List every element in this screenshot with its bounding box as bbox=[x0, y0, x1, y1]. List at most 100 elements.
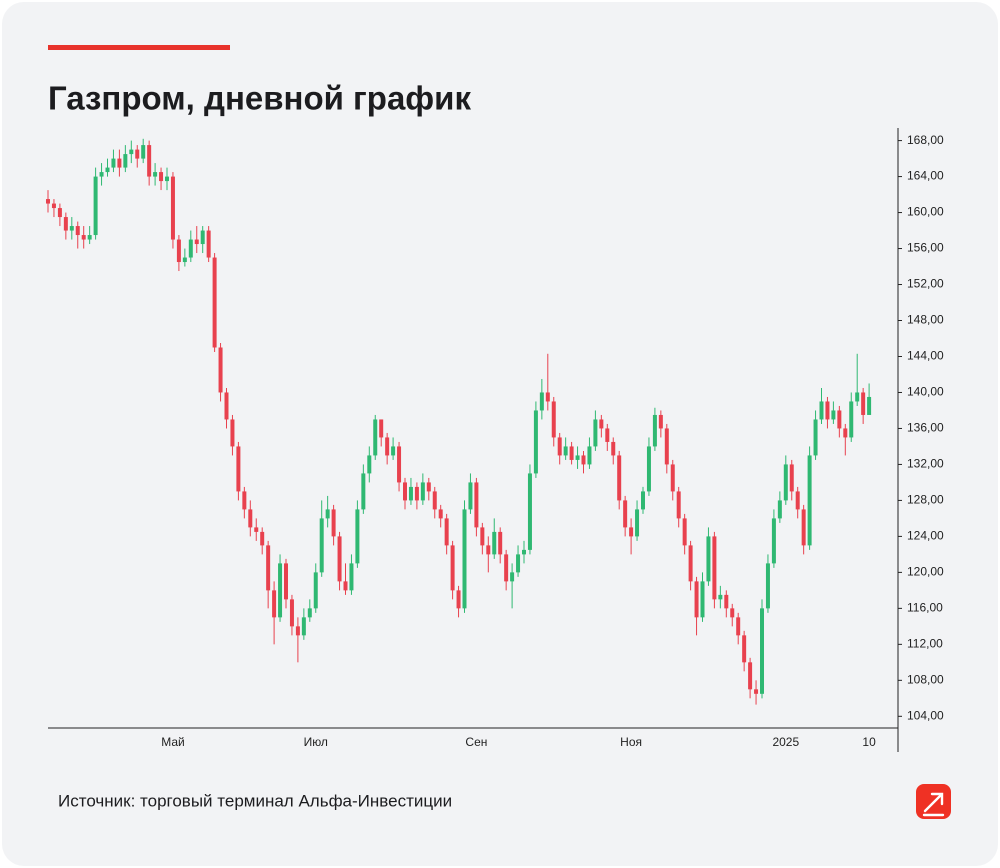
candle-body bbox=[75, 226, 80, 236]
y-tick-label: 128,00 bbox=[907, 493, 944, 507]
candle-body bbox=[551, 401, 556, 438]
candle-body bbox=[783, 464, 788, 501]
candle-body bbox=[789, 464, 794, 492]
candle-body bbox=[462, 509, 467, 609]
candle-body bbox=[712, 536, 717, 600]
candle-body bbox=[81, 235, 86, 240]
source: Источник: торговый терминал Альфа-Инвест… bbox=[58, 791, 452, 810]
candle-body bbox=[742, 635, 747, 663]
candle-body bbox=[93, 176, 98, 236]
candle-body bbox=[527, 473, 532, 550]
candle-body bbox=[569, 446, 574, 460]
candle-body bbox=[147, 145, 152, 177]
candle-body bbox=[391, 446, 396, 456]
candle-body bbox=[611, 441, 616, 456]
y-tick-label: 112,00 bbox=[907, 637, 943, 651]
candle-body bbox=[373, 419, 378, 456]
candle-body bbox=[855, 392, 860, 402]
accent-bar bbox=[48, 45, 230, 50]
candle-body bbox=[230, 419, 235, 447]
candle-body bbox=[688, 545, 693, 582]
candle-body bbox=[593, 419, 598, 447]
candle-body bbox=[837, 410, 842, 429]
candle-body bbox=[563, 446, 568, 456]
candle-body bbox=[599, 419, 604, 429]
candle-body bbox=[736, 617, 741, 636]
candle-body bbox=[331, 509, 336, 537]
y-tick-label: 148,00 bbox=[907, 313, 944, 327]
candle-body bbox=[367, 455, 372, 474]
candle-body bbox=[87, 235, 92, 240]
candle-body bbox=[694, 581, 699, 618]
y-tick-label: 108,00 bbox=[907, 672, 944, 686]
candle-body bbox=[676, 491, 681, 519]
candle-body bbox=[51, 203, 56, 209]
candle-body bbox=[771, 518, 776, 564]
candle-body bbox=[652, 414, 657, 447]
candle-body bbox=[807, 455, 812, 546]
candle-body bbox=[414, 486, 419, 501]
candle-body bbox=[63, 217, 68, 231]
candle-body bbox=[153, 172, 158, 177]
candle-body bbox=[658, 414, 663, 429]
candle-body bbox=[426, 482, 431, 492]
candle-body bbox=[730, 608, 735, 618]
candle-body bbox=[575, 455, 580, 460]
candle-body bbox=[444, 518, 449, 546]
candle-body bbox=[617, 455, 622, 501]
candle-body bbox=[420, 482, 425, 501]
candle-body bbox=[754, 689, 759, 694]
candle-body bbox=[57, 208, 62, 218]
y-tick-label: 160,00 bbox=[907, 205, 944, 219]
candle-body bbox=[117, 158, 122, 168]
candle-body bbox=[289, 599, 294, 627]
candle-body bbox=[765, 563, 770, 609]
candle-body bbox=[206, 230, 211, 258]
candle-body bbox=[224, 392, 229, 420]
candle-body bbox=[825, 401, 830, 420]
candle-body bbox=[194, 239, 199, 245]
chart-title: Газпром, дневной график bbox=[48, 80, 471, 117]
y-tick-label: 164,00 bbox=[907, 169, 944, 183]
candle-body bbox=[105, 167, 110, 173]
candle-body bbox=[664, 428, 669, 465]
candle-body bbox=[361, 473, 366, 510]
y-tick-label: 124,00 bbox=[907, 529, 944, 543]
candle-body bbox=[123, 154, 128, 168]
x-tick-label: Сен bbox=[465, 735, 487, 749]
candle-body bbox=[337, 536, 342, 582]
candle-body bbox=[182, 257, 187, 263]
candle-body bbox=[795, 491, 800, 510]
candle-body bbox=[450, 545, 455, 591]
candle-body bbox=[301, 617, 306, 636]
candle-body bbox=[254, 527, 259, 532]
candle-body bbox=[682, 518, 687, 546]
candle-body bbox=[159, 172, 164, 182]
y-tick-label: 120,00 bbox=[907, 565, 944, 579]
x-tick-label: 10 bbox=[862, 735, 876, 749]
candle-body bbox=[801, 509, 806, 546]
candle-body bbox=[718, 594, 723, 600]
candle-body bbox=[408, 486, 413, 501]
candle-body bbox=[516, 554, 521, 573]
candle-body bbox=[843, 428, 848, 438]
candle-body bbox=[539, 392, 544, 411]
candle-body bbox=[176, 239, 181, 263]
candle-body bbox=[646, 446, 651, 492]
candle-body bbox=[242, 491, 247, 510]
y-tick-label: 140,00 bbox=[907, 385, 944, 399]
candle-body bbox=[200, 230, 205, 245]
candle-body bbox=[724, 594, 729, 609]
candle-body bbox=[212, 257, 217, 348]
candle-body bbox=[861, 392, 866, 415]
candle-body bbox=[325, 509, 330, 519]
candle-body bbox=[635, 509, 640, 537]
candle-body bbox=[480, 527, 485, 546]
candle-body bbox=[504, 554, 509, 582]
candle-body bbox=[486, 545, 491, 555]
candle-body bbox=[403, 482, 407, 501]
candle-body bbox=[266, 545, 271, 591]
candle-body bbox=[46, 199, 50, 204]
candle-body bbox=[700, 581, 705, 618]
